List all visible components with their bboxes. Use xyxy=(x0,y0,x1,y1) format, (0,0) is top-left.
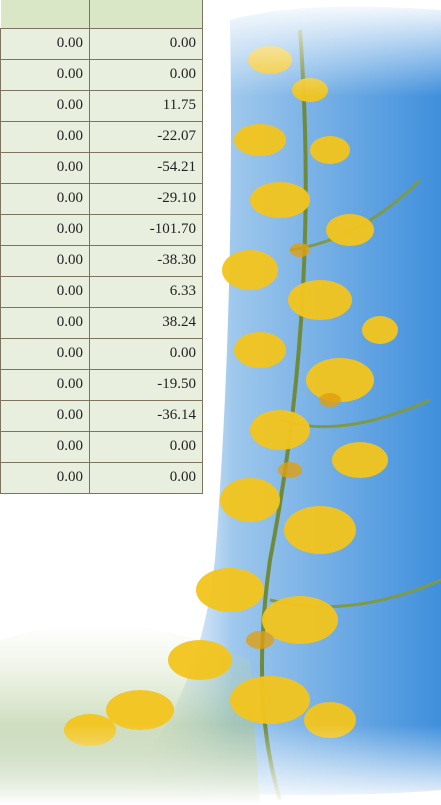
table-row: 0.00 38.24 xyxy=(0,306,203,339)
table-row: 0.00 0.00 xyxy=(0,27,203,60)
table-body: 0.00 0.00 0.00 0.00 0.00 11.75 0.00 -22.07 0.00-… xyxy=(0,0,203,494)
table-row: 0.00 0.00 xyxy=(0,430,203,463)
table-cell: 11.75 xyxy=(89,89,203,122)
table-row: 0.00 -38.30 xyxy=(0,244,203,277)
table-cell: 0.00 xyxy=(89,337,203,370)
table-cell: 0.00 xyxy=(89,430,203,463)
table-cell: 0.00 xyxy=(0,306,90,339)
table-cell: 0.00 xyxy=(0,461,90,494)
header-cell xyxy=(89,0,203,29)
table-cell: 0.00 xyxy=(0,58,90,91)
table-cell: -54.21 xyxy=(89,151,203,184)
table-cell: -29.10 xyxy=(89,182,203,215)
table-row: 0.00 6.33 xyxy=(0,275,203,308)
table-cell: 0.00 xyxy=(89,58,203,91)
table-cell: 0.00 xyxy=(0,89,90,122)
table-row: 0.00 -54.21 xyxy=(0,151,203,184)
table-row: 0.00 0.00 xyxy=(0,58,203,91)
table-row: 0.00 0.00 xyxy=(0,461,203,494)
table-cell: 0.00 xyxy=(0,151,90,184)
table-cell: 0.00 xyxy=(0,399,90,432)
table-row: 0.00 -36.14 xyxy=(0,399,203,432)
table-cell: -22.07 xyxy=(89,120,203,153)
table-cell: 6.33 xyxy=(89,275,203,308)
table-row: 0.00 0.00 xyxy=(0,337,203,370)
table-cell: -38.30 xyxy=(89,244,203,277)
table-cell: -19.50 xyxy=(89,368,203,401)
table-cell: 0.00 xyxy=(0,275,90,308)
table-cell: 0.00 xyxy=(0,182,90,215)
table-row: 0.00 -29.10 xyxy=(0,182,203,215)
table-cell: 0.00 xyxy=(89,461,203,494)
table-cell: 0.00 xyxy=(0,244,90,277)
data-table: 0.00 0.00 0.00 0.00 0.00 11.75 0.00 -22.07 0.00-… xyxy=(0,0,203,494)
table-cell: 0.00 xyxy=(0,368,90,401)
table-row: 0.00 -22.07 xyxy=(0,120,203,153)
header-row xyxy=(0,0,203,29)
table-cell: 0.00 xyxy=(0,120,90,153)
table-cell: 0.00 xyxy=(89,27,203,60)
table-cell: 38.24 xyxy=(89,306,203,339)
table-row: 0.00 -101.70 xyxy=(0,213,203,246)
table-cell: -101.70 xyxy=(89,213,203,246)
header-cell xyxy=(0,0,90,29)
table-cell: 0.00 xyxy=(0,337,90,370)
table-cell: -36.14 xyxy=(89,399,203,432)
table-row: 0.00 11.75 xyxy=(0,89,203,122)
table-cell: 0.00 xyxy=(0,27,90,60)
table-row: 0.00 -19.50 xyxy=(0,368,203,401)
table-cell: 0.00 xyxy=(0,430,90,463)
table-cell: 0.00 xyxy=(0,213,90,246)
